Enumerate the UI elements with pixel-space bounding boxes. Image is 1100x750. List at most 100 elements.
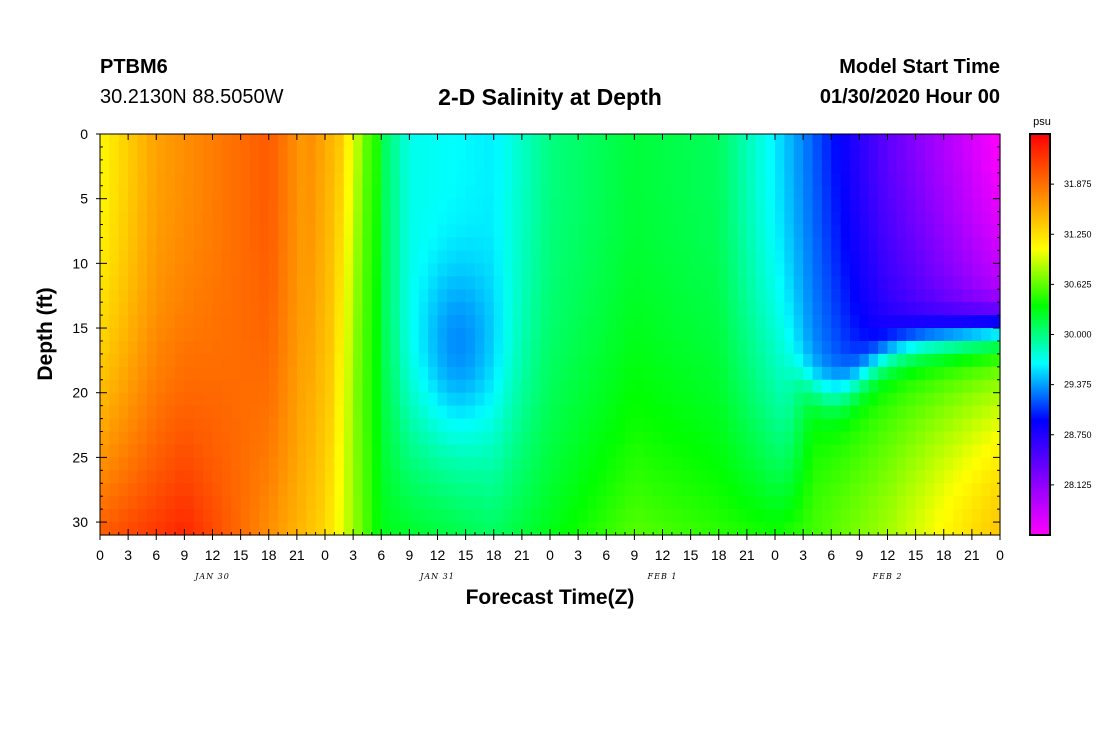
heatmap-cell [343,146,354,161]
heatmap-cell [690,444,701,458]
heatmap-cell [925,263,935,277]
heatmap-cell [728,237,739,252]
heatmap-cell [718,457,729,471]
heatmap-cell [943,289,954,303]
heatmap-cell [784,509,795,523]
heatmap-cell [465,340,476,355]
heatmap-cell [203,302,214,316]
heatmap-cell [793,159,804,174]
heatmap-cell [221,405,232,420]
heatmap-cell [446,134,457,148]
heatmap-cell [296,237,307,252]
heatmap-cell [128,444,139,458]
heatmap-cell [446,418,457,433]
heatmap-cell [175,134,185,148]
heatmap-cell [165,211,176,226]
heatmap-cell [559,237,570,252]
heatmap-cell [953,392,964,407]
x-axis: 0 3 6 9 12 15 18 21 0 3 6 9 12 15 18 21 0 3 6 9 12 15 18 21 0 3 6 9… [96,134,1004,581]
heatmap-cell [315,496,326,510]
heatmap-cell [700,263,710,277]
heatmap-cell [334,302,345,316]
heatmap-cell [371,509,382,523]
heatmap-cell [128,159,139,174]
heatmap-cell [915,289,926,303]
heatmap-cell [550,185,560,200]
heatmap-cell [362,483,373,497]
heatmap-cell [109,353,120,368]
heatmap-cell [137,522,148,536]
heatmap-cell [934,211,945,226]
heatmap-cell [625,159,635,174]
heatmap-cell [653,211,664,226]
heatmap-cell [362,237,373,252]
heatmap-cell [896,224,907,239]
heatmap-cell [690,353,701,368]
heatmap-cell [700,392,710,407]
heatmap-cell [784,522,795,536]
heatmap-cell [596,328,607,342]
heatmap-cell [709,328,720,342]
heatmap-cell [821,211,832,226]
heatmap-cell [700,496,710,510]
heatmap-cell [446,315,457,329]
heatmap-cell [493,172,504,187]
heatmap-cell [418,250,429,264]
heatmap-cell [943,159,954,174]
heatmap-cell [109,340,120,355]
heatmap-cell [418,431,429,446]
heatmap-cell [793,289,804,303]
heatmap-cell [737,444,748,458]
heatmap-cell [521,237,532,252]
heatmap-cell [353,224,364,239]
heatmap-cell [100,211,110,226]
heatmap-cell [746,405,757,420]
heatmap-cell [193,366,204,381]
heatmap-cell [737,315,748,329]
heatmap-cell [418,146,429,161]
heatmap-cell [250,470,260,484]
heatmap-cell [390,263,401,277]
heatmap-cell [765,470,776,484]
heatmap-cell [193,237,204,252]
heatmap-cell [775,250,785,264]
heatmap-cell [850,392,860,407]
heatmap-cell [596,263,607,277]
heatmap-cell [512,211,523,226]
heatmap-cell [315,392,326,407]
heatmap-cell [203,483,214,497]
heatmap-cell [531,379,542,394]
heatmap-cell [128,431,139,446]
heatmap-cell [887,522,898,536]
heatmap-cell [456,276,467,290]
heatmap-cell [625,405,635,420]
heatmap-cell [709,302,720,316]
heatmap-cell [653,185,664,200]
heatmap-cell [578,172,589,187]
heatmap-cell [990,250,1001,264]
heatmap-cell [343,211,354,226]
heatmap-cell [868,237,879,252]
heatmap-cell [540,276,551,290]
heatmap-cell [278,134,289,148]
heatmap-cell [409,457,420,471]
heatmap-cell [512,328,523,342]
heatmap-cell [784,289,795,303]
heatmap-cell [765,405,776,420]
x-tick-label: 21 [289,547,305,563]
heatmap-cell [896,172,907,187]
heatmap-cell [906,237,917,252]
heatmap-cell [784,496,795,510]
heatmap-cell [203,366,214,381]
heatmap-cell [428,431,439,446]
heatmap-cell [934,263,945,277]
heatmap-cell [756,185,767,200]
heatmap-cell [100,340,110,355]
heatmap-cell [475,418,485,433]
heatmap-cell [990,289,1001,303]
heatmap-cell [803,276,814,290]
heatmap-cell [906,328,917,342]
heatmap-cell [868,172,879,187]
heatmap-cell [390,289,401,303]
heatmap-cell [418,496,429,510]
